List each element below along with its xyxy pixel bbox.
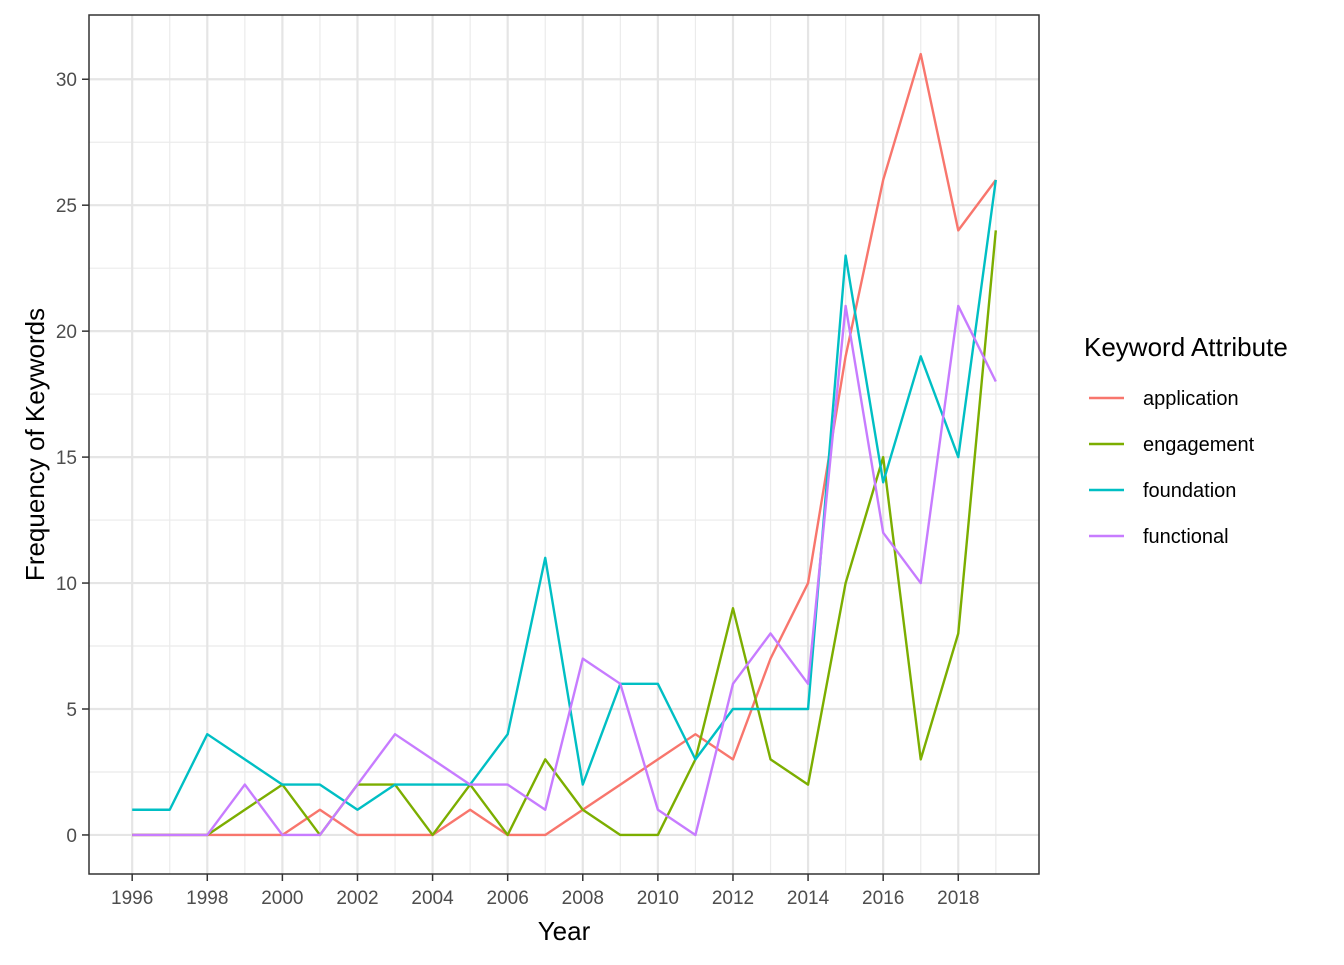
series-line-engagement — [132, 230, 998, 837]
legend-label-application: application — [1143, 388, 1239, 410]
y-tick-label: 15 — [56, 448, 77, 469]
y-tick-label: 0 — [66, 826, 77, 847]
series-line-foundation — [132, 179, 998, 811]
y-tick-label: 30 — [56, 70, 77, 91]
y-tick-label: 25 — [56, 196, 77, 217]
y-axis: 0 5 10 15 20 25 30 — [56, 70, 89, 847]
y-axis-title: Frequency of Keywords — [20, 308, 50, 581]
legend: Keyword Attribute application engagement f… — [1084, 332, 1288, 548]
x-tick-label: 2008 — [562, 888, 604, 909]
series-lines — [132, 52, 998, 837]
x-axis: 1996 1998 2000 2002 2004 2006 2008 2010 2012 2014… — [111, 874, 979, 909]
legend-label-engagement: engagement — [1143, 434, 1255, 456]
x-tick-label: 1998 — [186, 888, 228, 909]
x-tick-label: 2014 — [787, 888, 830, 909]
plot-border — [88, 14, 1040, 875]
series-line-functional — [132, 304, 997, 837]
y-tick-label: 5 — [66, 700, 77, 721]
x-tick-label: 2012 — [712, 888, 754, 909]
x-tick-label: 2006 — [487, 888, 529, 909]
x-axis-title: Year — [538, 916, 591, 946]
x-tick-label: 2018 — [937, 888, 979, 909]
plot-panel — [89, 15, 1039, 874]
x-tick-label: 1996 — [111, 888, 153, 909]
minor-gridlines — [89, 15, 1039, 874]
legend-label-functional: functional — [1143, 526, 1229, 548]
x-tick-label: 2004 — [411, 888, 454, 909]
x-tick-label: 2010 — [637, 888, 679, 909]
legend-label-foundation: foundation — [1143, 480, 1236, 502]
legend-title: Keyword Attribute — [1084, 332, 1288, 362]
series-line-application — [132, 52, 997, 837]
x-tick-label: 2002 — [336, 888, 378, 909]
x-tick-label: 2016 — [862, 888, 904, 909]
y-tick-label: 10 — [56, 574, 77, 595]
y-tick-label: 20 — [56, 322, 77, 343]
x-tick-label: 2000 — [261, 888, 303, 909]
